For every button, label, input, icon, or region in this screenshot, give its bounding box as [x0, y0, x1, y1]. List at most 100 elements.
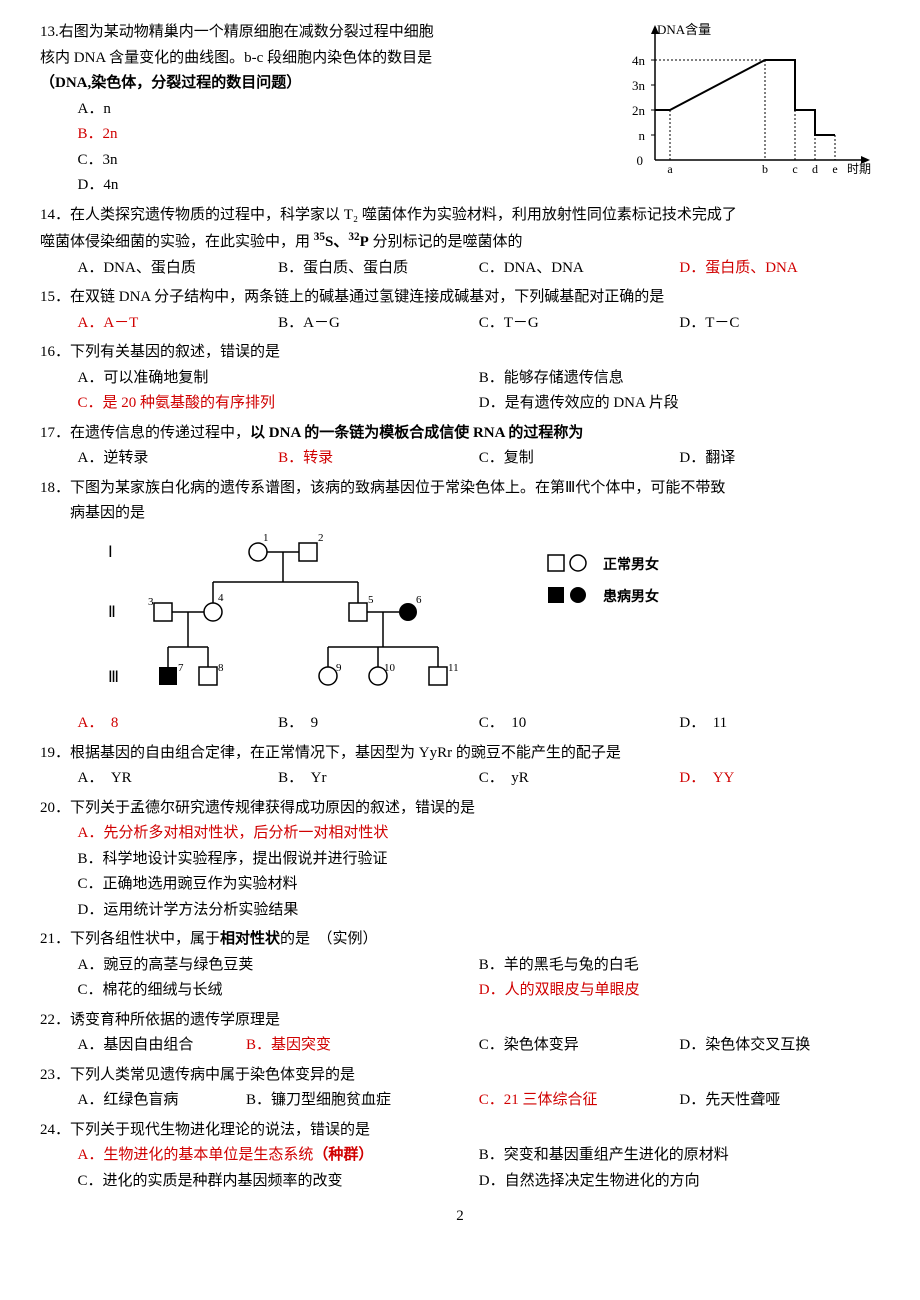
- q24-opt-d: D．自然选择决定生物进化的方向: [479, 1169, 880, 1195]
- svg-text:4n: 4n: [632, 53, 646, 68]
- q24-num: 24．: [40, 1122, 70, 1138]
- svg-text:2: 2: [318, 532, 324, 544]
- q15-opt-d: D．T－C: [679, 311, 880, 337]
- q22-text: 诱变育种所依据的遗传学原理是: [70, 1012, 280, 1028]
- question-14: 14．在人类探究遗传物质的过程中，科学家以 T₂ 噬菌体作为实验材料，利用放射性…: [40, 203, 880, 282]
- q17-opt-a: A．逆转录: [78, 446, 279, 472]
- q18-opt-b: B． 9: [278, 711, 479, 737]
- q13-opt-a: A．n: [78, 97, 606, 123]
- q21-bold: 相对性状: [220, 931, 280, 947]
- q13-l3: （DNA,染色体，分裂过程的数目问题）: [40, 75, 301, 91]
- svg-text:n: n: [639, 128, 646, 143]
- q20-opt-b: B．科学地设计实验程序，提出假说并进行验证: [78, 847, 881, 873]
- q20-opt-d: D．运用统计学方法分析实验结果: [78, 898, 881, 924]
- q20-text: 下列关于孟德尔研究遗传规律获得成功原因的叙述，错误的是: [70, 800, 475, 816]
- q23-opt-d: D．先天性聋哑: [679, 1088, 880, 1114]
- question-21: 21．下列各组性状中，属于相对性状的是 （实例） A．豌豆的高茎与绿色豆荚 B．…: [40, 927, 880, 1004]
- q14-l2: 噬菌体侵染细菌的实验，在此实验中，用 35S、32P 分别标记的是噬菌体的: [40, 234, 523, 250]
- q20-opt-a: A．先分析多对相对性状，后分析一对相对性状: [78, 821, 881, 847]
- q24-opt-b: B．突变和基因重组产生进化的原材料: [479, 1143, 880, 1169]
- q14-opt-a: A．DNA、蛋白质: [78, 256, 279, 282]
- q22-opt-c: C．染色体变异: [479, 1033, 680, 1059]
- q23-opt-b: B．镰刀型细胞贫血症: [246, 1088, 479, 1114]
- q16-num: 16．: [40, 344, 70, 360]
- q22-opt-d: D．染色体交叉互换: [679, 1033, 880, 1059]
- svg-text:3n: 3n: [632, 78, 646, 93]
- q15-opt-c: C．T－G: [479, 311, 680, 337]
- q19-num: 19．: [40, 745, 70, 761]
- q24-opt-a: A．生物进化的基本单位是生态系统（种群）: [78, 1143, 479, 1169]
- q21-opt-c: C．棉花的细绒与长绒: [78, 978, 479, 1004]
- question-23: 23．下列人类常见遗传病中属于染色体变异的是 A．红绿色盲病 B．镰刀型细胞贫血…: [40, 1063, 880, 1114]
- dna-chart: 0 n 2n 3n 4n DNA含量 a b c d e 时期: [615, 20, 880, 185]
- question-20: 20．下列关于孟德尔研究遗传规律获得成功原因的叙述，错误的是 A．先分析多对相对…: [40, 796, 880, 924]
- q21-opt-b: B．羊的黑毛与兔的白毛: [479, 953, 880, 979]
- svg-text:8: 8: [218, 662, 224, 674]
- q17-bold: 以 DNA 的一条链为模板合成信使 RNA 的过程称为: [250, 425, 583, 441]
- svg-text:Ⅲ: Ⅲ: [108, 669, 119, 686]
- q16-opt-a: A．可以准确地复制: [78, 366, 479, 392]
- q15-num: 15．: [40, 289, 70, 305]
- q22-num: 22．: [40, 1012, 70, 1028]
- q18-l1: 下图为某家族白化病的遗传系谱图，该病的致病基因位于常染色体上。在第Ⅲ代个体中，可…: [70, 480, 725, 496]
- q19-opt-c: C． yR: [479, 766, 680, 792]
- q19-opt-b: B． Yr: [278, 766, 479, 792]
- svg-text:4: 4: [218, 592, 224, 604]
- svg-text:c: c: [792, 162, 797, 176]
- q18-opt-a: A． 8: [78, 711, 279, 737]
- q14-num: 14．: [40, 207, 70, 223]
- svg-text:3: 3: [148, 596, 154, 608]
- q21-pre: 下列各组性状中，属于: [70, 931, 220, 947]
- svg-text:a: a: [667, 162, 673, 176]
- q23-num: 23．: [40, 1067, 70, 1083]
- q22-opt-a: A．基因自由组合: [78, 1033, 247, 1059]
- q13-opt-c: C．3n: [78, 148, 606, 174]
- q15-opt-b: B．A－G: [278, 311, 479, 337]
- q17-opt-b: B．转录: [278, 446, 479, 472]
- svg-text:11: 11: [448, 662, 459, 674]
- q17-opt-c: C．复制: [479, 446, 680, 472]
- svg-text:9: 9: [336, 662, 342, 674]
- question-22: 22．诱变育种所依据的遗传学原理是 A．基因自由组合 B．基因突变 C．染色体变…: [40, 1008, 880, 1059]
- q19-opt-d: D． YY: [679, 766, 880, 792]
- svg-text:d: d: [812, 162, 818, 176]
- q21-post: 的是 （实例）: [280, 931, 378, 947]
- q16-text: 下列有关基因的叙述，错误的是: [70, 344, 280, 360]
- q18-l2: 病基因的是: [40, 505, 145, 521]
- q19-opt-a: A． YR: [78, 766, 279, 792]
- page-number: 2: [40, 1204, 880, 1230]
- q14-l1: 在人类探究遗传物质的过程中，科学家以 T₂ 噬菌体作为实验材料，利用放射性同位素…: [70, 207, 737, 223]
- q16-opt-d: D．是有遗传效应的 DNA 片段: [479, 391, 880, 417]
- question-16: 16．下列有关基因的叙述，错误的是 A．可以准确地复制 B．能够存储遗传信息 C…: [40, 340, 880, 417]
- q13-l2: 核内 DNA 含量变化的曲线图。b-c 段细胞内染色体的数目是: [40, 50, 432, 66]
- svg-text:6: 6: [416, 594, 422, 606]
- q21-opt-d: D．人的双眼皮与单眼皮: [479, 978, 880, 1004]
- svg-text:时期: 时期: [847, 162, 871, 176]
- q15-text: 在双链 DNA 分子结构中，两条链上的碱基通过氢键连接成碱基对，下列碱基配对正确…: [70, 289, 664, 305]
- q23-opt-a: A．红绿色盲病: [78, 1088, 247, 1114]
- q18-opt-c: C． 10: [479, 711, 680, 737]
- q16-opt-b: B．能够存储遗传信息: [479, 366, 880, 392]
- svg-text:2n: 2n: [632, 103, 646, 118]
- svg-text:Ⅱ: Ⅱ: [108, 604, 116, 621]
- question-15: 15．在双链 DNA 分子结构中，两条链上的碱基通过氢键连接成碱基对，下列碱基配…: [40, 285, 880, 336]
- q17-opt-d: D．翻译: [679, 446, 880, 472]
- q21-num: 21．: [40, 931, 70, 947]
- q14-opt-d: D．蛋白质、DNA: [679, 256, 880, 282]
- question-24: 24．下列关于现代生物进化理论的说法，错误的是 A．生物进化的基本单位是生态系统…: [40, 1118, 880, 1195]
- q24-text: 下列关于现代生物进化理论的说法，错误的是: [70, 1122, 370, 1138]
- q21-opt-a: A．豌豆的高茎与绿色豆荚: [78, 953, 479, 979]
- question-13: 0 n 2n 3n 4n DNA含量 a b c d e 时期 13.右图为某动…: [40, 20, 880, 199]
- svg-text:DNA含量: DNA含量: [657, 22, 711, 37]
- svg-text:7: 7: [178, 662, 184, 674]
- q24-opt-c: C．进化的实质是种群内基因频率的改变: [78, 1169, 479, 1195]
- svg-text:10: 10: [384, 662, 396, 674]
- svg-text:正常男女: 正常男女: [603, 556, 659, 573]
- q20-num: 20．: [40, 800, 70, 816]
- pedigree-diagram: 正常男女 患病男女 Ⅰ Ⅱ Ⅲ 1 2 3 4: [78, 527, 598, 712]
- question-19: 19．根据基因的自由组合定律，在正常情况下，基因型为 YyRr 的豌豆不能产生的…: [40, 741, 880, 792]
- q17-num: 17．: [40, 425, 70, 441]
- q14-opt-b: B．蛋白质、蛋白质: [278, 256, 479, 282]
- svg-text:e: e: [832, 162, 837, 176]
- svg-text:5: 5: [368, 594, 374, 606]
